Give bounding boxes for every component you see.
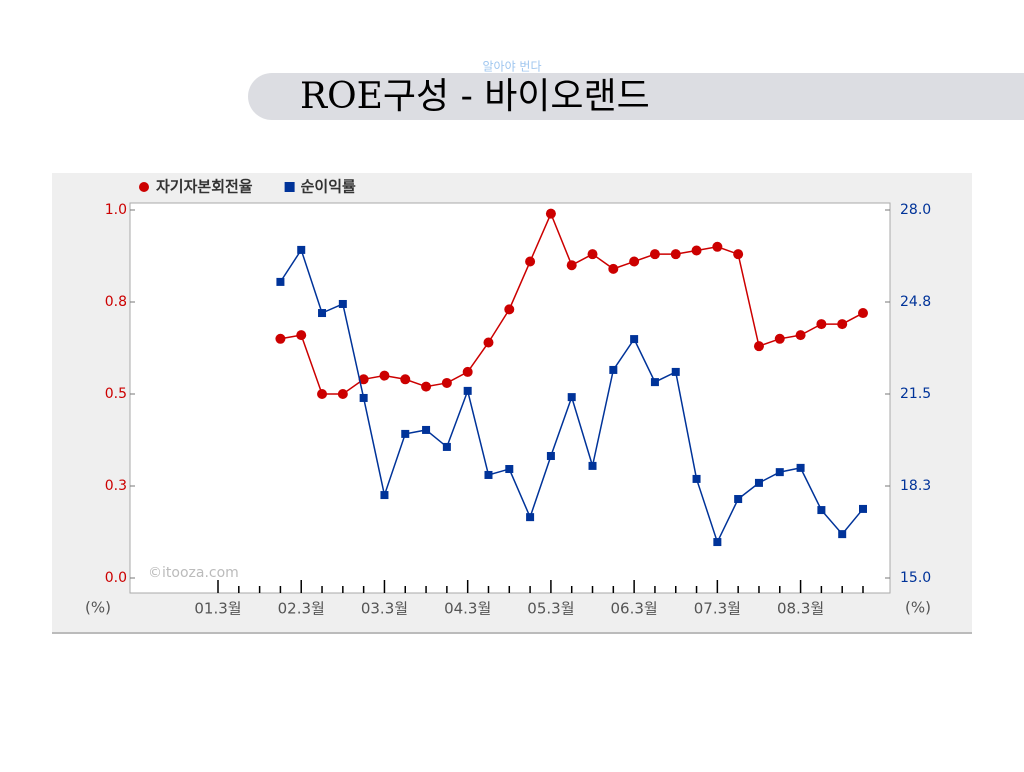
tick-label: 0.0 xyxy=(105,570,127,586)
point xyxy=(734,495,743,504)
point xyxy=(566,260,577,271)
point xyxy=(463,386,472,395)
point xyxy=(795,330,806,341)
legend-marker xyxy=(139,182,149,192)
tick-label: 28.0 xyxy=(900,202,931,218)
point xyxy=(483,337,494,348)
plot-area xyxy=(129,202,891,594)
tick-label: 15.0 xyxy=(900,570,931,586)
point xyxy=(504,304,515,315)
point xyxy=(608,263,619,274)
legend-label: 자기자본회전율 xyxy=(156,178,253,196)
point xyxy=(587,249,598,260)
point xyxy=(649,249,660,260)
point xyxy=(422,425,431,434)
tick-label: 1.0 xyxy=(105,202,127,218)
point xyxy=(275,333,286,344)
point xyxy=(400,374,411,385)
slogan: 알아야 번다 xyxy=(482,60,541,74)
point xyxy=(796,463,805,472)
point xyxy=(630,335,639,344)
point xyxy=(650,378,659,387)
point xyxy=(526,513,535,522)
x-tick-label: 06.3월 xyxy=(611,600,658,618)
point xyxy=(296,330,307,341)
point xyxy=(546,451,555,460)
point xyxy=(441,377,452,388)
legend-label: 순이익률 xyxy=(301,178,356,196)
point xyxy=(545,208,556,219)
x-tick-label: 01.3월 xyxy=(194,600,241,618)
tick-label: 0.3 xyxy=(105,478,127,494)
point xyxy=(859,504,867,513)
point xyxy=(442,442,451,451)
point xyxy=(567,393,576,402)
point xyxy=(484,470,493,479)
point xyxy=(858,308,868,319)
point xyxy=(754,478,763,487)
point xyxy=(609,365,618,374)
point xyxy=(338,299,347,308)
x-tick-label: 05.3월 xyxy=(527,600,574,618)
point xyxy=(774,333,785,344)
x-tick-label: 03.3월 xyxy=(361,600,408,618)
title-bar xyxy=(248,73,1024,120)
legend-marker xyxy=(284,182,295,192)
tick-label: 0.8 xyxy=(105,294,127,310)
point xyxy=(816,319,827,330)
point xyxy=(733,249,744,260)
point xyxy=(671,367,680,376)
tick-label: 18.3 xyxy=(900,478,931,494)
point xyxy=(359,393,368,402)
x-tick-label: 07.3월 xyxy=(694,600,741,618)
point xyxy=(297,245,306,254)
point xyxy=(401,429,410,438)
point xyxy=(462,366,473,377)
point xyxy=(670,249,681,260)
x-tick-label: 02.3월 xyxy=(278,600,325,618)
y2-unit: (%) xyxy=(905,599,931,617)
point xyxy=(276,277,285,286)
point xyxy=(588,461,597,470)
tick-label: 21.5 xyxy=(900,386,931,402)
point xyxy=(505,465,514,474)
tick-label: 0.5 xyxy=(105,386,127,402)
point xyxy=(379,370,390,381)
x-tick-label: 08.3월 xyxy=(777,600,824,618)
watermark: ©itooza.com xyxy=(148,565,239,581)
point xyxy=(817,506,826,515)
chart-title: ROE구성 - 바이오랜드 xyxy=(300,76,650,117)
y-unit: (%) xyxy=(85,599,111,617)
point xyxy=(838,530,847,539)
point xyxy=(629,256,640,267)
point xyxy=(713,538,722,547)
point xyxy=(421,381,432,392)
point xyxy=(525,256,536,267)
point xyxy=(691,245,702,256)
point xyxy=(318,309,327,318)
point xyxy=(692,474,701,483)
tick-label: 24.8 xyxy=(900,294,931,310)
point xyxy=(775,468,784,477)
point xyxy=(317,389,328,399)
point xyxy=(753,341,764,352)
point xyxy=(837,319,848,330)
point xyxy=(337,389,348,399)
point xyxy=(380,491,389,500)
point xyxy=(712,241,723,252)
point xyxy=(358,374,369,385)
x-tick-label: 04.3월 xyxy=(444,600,491,618)
